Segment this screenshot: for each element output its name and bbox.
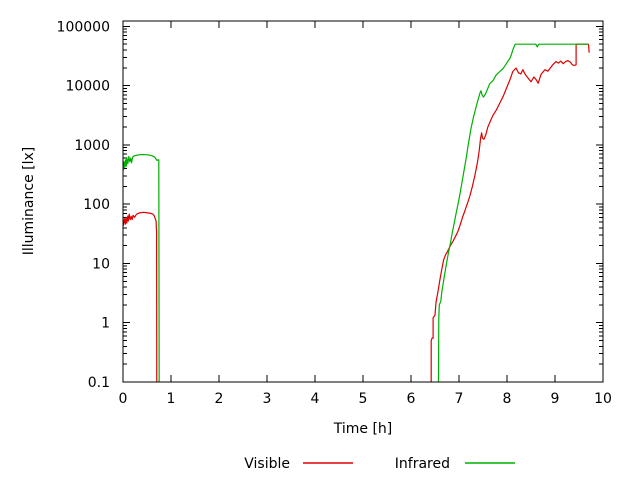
- x-tick-label: 2: [215, 391, 224, 407]
- x-axis-title: Time [h]: [333, 421, 393, 437]
- x-tick-label: 1: [167, 391, 176, 407]
- plot-border: [122, 20, 604, 383]
- tick-labels: 0 1 2 3 4 5 6 7 8 9 10 0.1 1 10 100 1000 10000 100000: [57, 19, 612, 407]
- y-tick-label: 10000: [65, 79, 110, 95]
- axis-ticks: [122, 21, 604, 383]
- series-line-infrared: [437, 43, 589, 382]
- y-axis-title: Illuminance [lx]: [21, 147, 37, 256]
- y-tick-label: 100000: [57, 19, 110, 35]
- legend: Visible Infrared: [244, 456, 515, 472]
- x-tick-label: 8: [503, 391, 512, 407]
- y-tick-label: 10: [92, 256, 110, 272]
- legend-label-visible: Visible: [244, 456, 290, 472]
- y-tick-label: 0.1: [88, 375, 110, 391]
- x-tick-label: 9: [551, 391, 560, 407]
- x-tick-label: 3: [263, 391, 272, 407]
- legend-label-infrared: Infrared: [395, 456, 450, 472]
- x-tick-label: 4: [311, 391, 320, 407]
- series-line-visible: [123, 211, 158, 382]
- x-tick-label: 7: [455, 391, 464, 407]
- y-tick-label: 1000: [74, 138, 110, 154]
- x-tick-label: 5: [359, 391, 368, 407]
- series-line-infrared: [123, 153, 160, 382]
- y-tick-label: 1: [101, 316, 110, 332]
- x-tick-label: 10: [594, 391, 612, 407]
- x-tick-label: 6: [407, 391, 416, 407]
- x-tick-label: 0: [119, 391, 128, 407]
- series-line-visible: [430, 43, 590, 382]
- data-series: [123, 43, 590, 382]
- y-tick-label: 100: [83, 197, 110, 213]
